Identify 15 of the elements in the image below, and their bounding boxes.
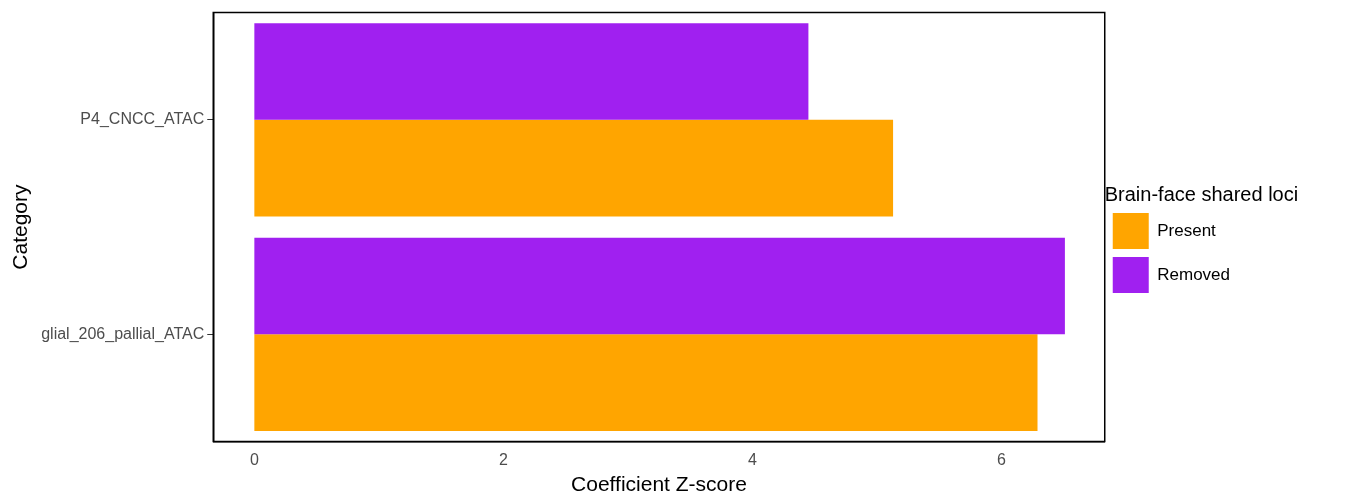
y-axis-title: Category <box>8 184 32 270</box>
bar <box>254 237 1065 335</box>
legend-label: Present <box>1157 220 1217 240</box>
x-tick-label: 4 <box>747 450 757 468</box>
x-tick-label: 0 <box>249 450 259 468</box>
x-tick-label: 2 <box>498 450 508 468</box>
y-tick-label: glial_206_pallial_ATAC <box>41 324 205 343</box>
bar <box>254 334 1038 431</box>
bar <box>254 23 809 120</box>
y-tick-label: P4_CNCC_ATAC <box>80 110 205 129</box>
x-tick-label: 6 <box>996 450 1006 468</box>
legend-label: Removed <box>1157 264 1231 284</box>
legend-title: Brain-face shared loci <box>1104 182 1299 205</box>
bar <box>254 119 894 217</box>
x-axis-title: Coefficient Z-score <box>571 472 747 496</box>
